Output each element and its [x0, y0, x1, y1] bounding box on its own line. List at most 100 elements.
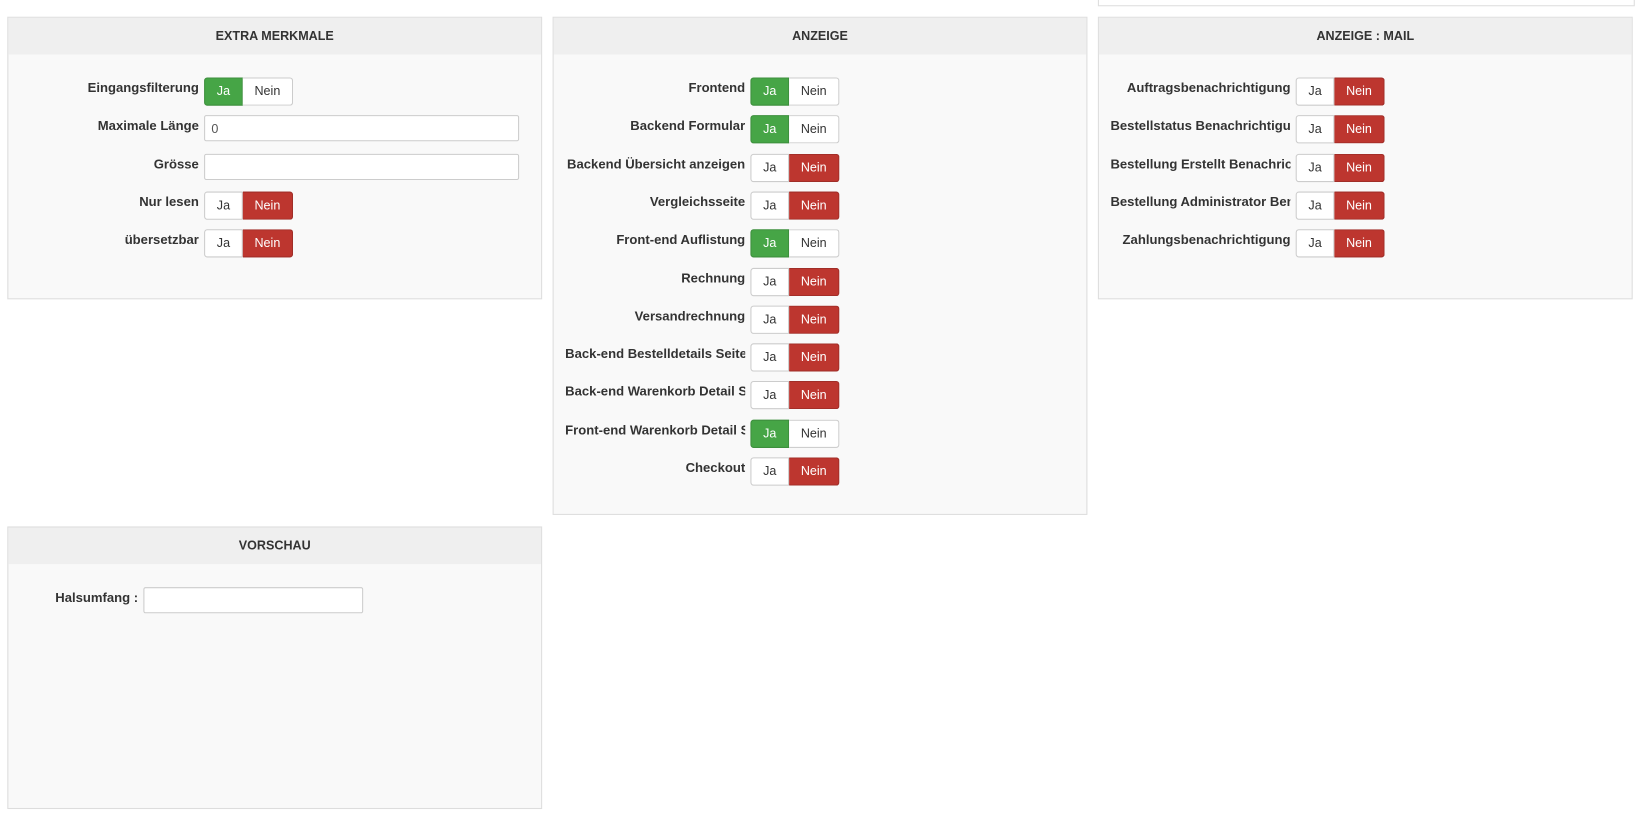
toggle-no[interactable]: Nein: [242, 77, 294, 106]
toggle: Ja Nein: [750, 419, 840, 448]
toggle-yes[interactable]: Ja: [204, 229, 243, 258]
toggle-no[interactable]: Nein: [1334, 153, 1385, 182]
form-row: Bestellung Erstellt Benachrich Ja Nein: [1099, 153, 1632, 182]
form-row: Backend Übersicht anzeigen Ja Nein: [554, 153, 1087, 182]
toggle-yes[interactable]: Ja: [1295, 191, 1335, 220]
toggle-yes[interactable]: Ja: [1295, 153, 1335, 182]
toggle-yes[interactable]: Ja: [750, 229, 790, 258]
toggle-yes[interactable]: Ja: [750, 191, 790, 220]
form-row: Rechnung Ja Nein: [554, 267, 1087, 296]
panel-title: ANZEIGE : MAIL: [1098, 17, 1632, 55]
field-label: Checkout: [685, 460, 746, 476]
form-row: Nur lesen Ja Nein: [8, 191, 541, 220]
toggle: Ja Nein: [750, 381, 840, 410]
field-label: Nur lesen: [139, 194, 199, 210]
toggle-no[interactable]: Nein: [789, 229, 840, 258]
toggle: Ja Nein: [750, 267, 840, 296]
field-label: Versandrechnung: [634, 308, 746, 324]
field-label: Halsumfang :: [55, 590, 139, 605]
toggle: Ja Nein: [750, 191, 840, 220]
toggle-no[interactable]: Nein: [789, 77, 840, 106]
form-row: Halsumfang :: [8, 587, 541, 615]
field-label: Front-end Warenkorb Detail S: [565, 422, 746, 438]
toggle-yes[interactable]: Ja: [750, 343, 790, 372]
field-label: übersetzbar: [124, 232, 199, 248]
form-row: Eingangsfilterung Ja Nein: [8, 77, 541, 106]
toggle: Ja Nein: [750, 229, 840, 258]
toggle-yes[interactable]: Ja: [1295, 115, 1335, 144]
form-row: Bestellung Administrator Ben Ja Nein: [1099, 191, 1632, 220]
text-input[interactable]: [204, 153, 520, 180]
toggle-yes[interactable]: Ja: [204, 77, 243, 106]
toggle: Ja Nein: [1295, 229, 1385, 258]
form-row: Versandrechnung Ja Nein: [554, 305, 1087, 334]
toggle-no[interactable]: Nein: [242, 229, 294, 258]
form-row: Back-end Warenkorb Detail S Ja Nein: [554, 381, 1087, 410]
text-input[interactable]: [143, 587, 364, 614]
toggle: Ja Nein: [1295, 153, 1385, 182]
toggle-no[interactable]: Nein: [789, 305, 840, 334]
form-row: Frontend Ja Nein: [554, 77, 1087, 106]
toggle: Ja Nein: [204, 191, 294, 220]
toggle-no[interactable]: Nein: [1334, 191, 1385, 220]
panel: VORSCHAU Halsumfang :: [7, 526, 543, 810]
field-label: Eingangsfilterung: [87, 80, 199, 96]
toggle-yes[interactable]: Ja: [750, 305, 790, 334]
toggle: Ja Nein: [1295, 77, 1385, 106]
toggle: Ja Nein: [750, 457, 840, 486]
field-label: Back-end Bestelldetails Seite: [565, 346, 746, 362]
panel: EXTRA MERKMALE Eingangsfilterung Ja Nein Max…: [7, 16, 543, 300]
toggle-yes[interactable]: Ja: [204, 191, 243, 220]
toggle: Ja Nein: [750, 153, 840, 182]
toggle-yes[interactable]: Ja: [1295, 229, 1335, 258]
form-row: Backend Formular Ja Nein: [554, 115, 1087, 144]
panel-title: ANZEIGE: [553, 17, 1087, 55]
field-label: Back-end Warenkorb Detail S: [565, 384, 746, 400]
toggle-no[interactable]: Nein: [1334, 229, 1385, 258]
form-row: Maximale Länge 0: [8, 115, 541, 143]
panel: ANZEIGE Frontend Ja Nein Backend Formular Ja N…: [552, 16, 1088, 515]
toggle-yes[interactable]: Ja: [750, 153, 790, 182]
toggle-yes[interactable]: Ja: [750, 419, 790, 448]
text-input[interactable]: 0: [204, 115, 520, 142]
field-label: Bestellung Erstellt Benachrich: [1110, 156, 1291, 172]
toggle-yes[interactable]: Ja: [1295, 77, 1335, 106]
field-label: Backend Übersicht anzeigen: [567, 156, 746, 172]
field-label: Vergleichsseite: [649, 194, 746, 210]
field-label: Auftragsbenachrichtigung: [1126, 80, 1291, 96]
field-label: Grösse: [153, 156, 199, 172]
form-row: übersetzbar Ja Nein: [8, 229, 541, 258]
toggle-no[interactable]: Nein: [242, 191, 294, 220]
toggle-no[interactable]: Nein: [789, 115, 840, 144]
panel-title: VORSCHAU: [8, 527, 542, 565]
toggle-yes[interactable]: Ja: [750, 267, 790, 296]
toggle: Ja Nein: [750, 77, 840, 106]
toggle-no[interactable]: Nein: [1334, 115, 1385, 144]
field-label: Backend Formular: [630, 118, 746, 134]
toggle-no[interactable]: Nein: [789, 381, 840, 410]
toggle-no[interactable]: Nein: [789, 343, 840, 372]
toggle-no[interactable]: Nein: [789, 457, 840, 486]
toggle-no[interactable]: Nein: [789, 267, 840, 296]
toggle-no[interactable]: Nein: [1334, 77, 1385, 106]
toggle-no[interactable]: Nein: [789, 153, 840, 182]
toggle-no[interactable]: Nein: [789, 191, 840, 220]
toggle: Ja Nein: [750, 115, 840, 144]
toggle-yes[interactable]: Ja: [750, 457, 790, 486]
field-label: Frontend: [688, 80, 746, 96]
panel-title: EXTRA MERKMALE: [8, 17, 542, 55]
toggle: Ja Nein: [750, 343, 840, 372]
toggle: Ja Nein: [204, 77, 294, 106]
panel: ANZEIGE : MAIL Auftragsbenachrichtigung Ja…: [1097, 16, 1633, 300]
field-label: Zahlungsbenachrichtigung: [1122, 232, 1291, 248]
form-row: Auftragsbenachrichtigung Ja Nein: [1099, 77, 1632, 106]
field-label: Maximale Länge: [97, 118, 199, 134]
toggle-no[interactable]: Nein: [789, 419, 840, 448]
toggle-yes[interactable]: Ja: [750, 381, 790, 410]
field-label: Front-end Auflistung: [616, 232, 746, 248]
toggle-yes[interactable]: Ja: [750, 77, 790, 106]
form-row: Grösse: [8, 153, 541, 181]
toggle-yes[interactable]: Ja: [750, 115, 790, 144]
